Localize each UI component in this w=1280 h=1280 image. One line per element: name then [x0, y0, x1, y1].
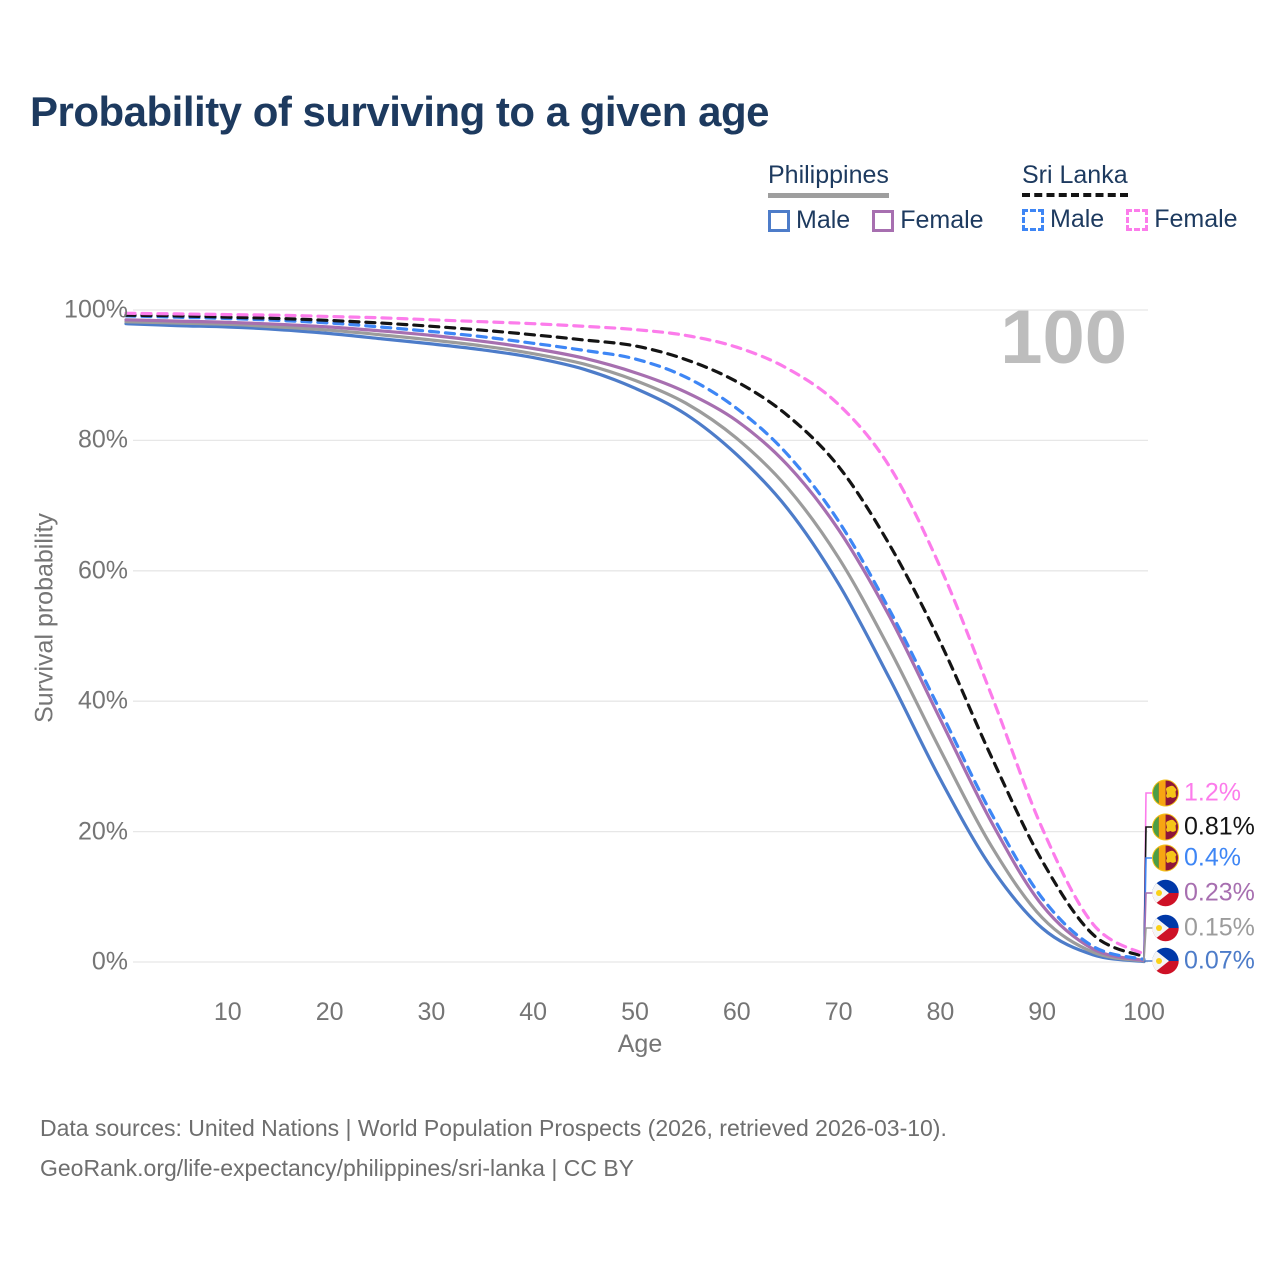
curve-sri-lanka-male — [124, 314, 1146, 961]
legend-item-philippines-male[interactable]: Male — [768, 206, 850, 235]
philippines-flag-icon — [1152, 947, 1179, 975]
legend-item-label: Male — [1050, 205, 1105, 233]
legend-item-philippines-female[interactable]: Female — [872, 206, 984, 235]
curve-sri-lanka-female — [124, 311, 1146, 956]
legend-item-sri-lanka-female[interactable]: Female — [1126, 205, 1238, 234]
legend-item-sri-lanka-male[interactable]: Male — [1022, 205, 1104, 234]
end-label-sri-lanka-combined: 0.81% — [1152, 813, 1255, 842]
footer-attribution: GeoRank.org/life-expectancy/philippines/… — [40, 1155, 635, 1181]
legend-group-philippines: Philippines Male Female — [768, 161, 984, 235]
end-label-philippines-combined: 0.15% — [1152, 914, 1255, 943]
curve-philippines-male — [124, 322, 1146, 964]
x-tick-label: 60 — [722, 998, 751, 1026]
end-label-sri-lanka-male: 0.4% — [1152, 844, 1241, 873]
end-connector-philippines-male — [1143, 960, 1154, 963]
y-tick-label: 60% — [77, 556, 128, 585]
end-label-value: 0.07% — [1184, 946, 1255, 975]
y-tick-label: 40% — [77, 686, 128, 715]
y-tick-label: 0% — [91, 947, 128, 976]
x-tick-label: 90 — [1028, 998, 1057, 1026]
age-counter-watermark: 100 — [1000, 295, 1127, 380]
y-axis-label: Survival probability — [30, 513, 59, 723]
footer-data-sources: Data sources: United Nations | World Pop… — [40, 1115, 947, 1141]
y-tick-label: 80% — [77, 425, 128, 454]
legend-swatch — [1022, 208, 1044, 231]
y-tick-label: 20% — [77, 817, 128, 846]
x-tick-label: 100 — [1123, 998, 1165, 1026]
legend-swatch — [768, 209, 790, 232]
philippines-flag-icon — [1152, 914, 1179, 942]
x-tick-label: 80 — [926, 998, 955, 1026]
x-tick-label: 20 — [315, 998, 344, 1026]
x-tick-label: 30 — [417, 998, 446, 1026]
curve-philippines-female — [124, 318, 1146, 963]
y-tick-label: 100% — [64, 295, 128, 324]
footer: Data sources: United Nations | World Pop… — [40, 1108, 947, 1188]
page-title: Probability of surviving to a given age — [30, 88, 769, 135]
end-label-value: 0.15% — [1184, 913, 1255, 942]
sri-lanka-flag-icon — [1152, 813, 1179, 841]
x-tick-label: 10 — [213, 998, 242, 1026]
curve-philippines-combined — [124, 320, 1146, 963]
legend-item-label: Female — [1154, 205, 1238, 233]
legend-group-sri-lanka: Sri Lanka Male Female — [1022, 161, 1238, 234]
philippines-flag-icon — [1152, 879, 1179, 907]
curve-sri-lanka-combined — [124, 313, 1146, 959]
legend-group-title: Philippines — [768, 161, 889, 198]
end-label-value: 1.2% — [1184, 778, 1241, 807]
legend-swatch — [872, 209, 895, 232]
end-label-philippines-female: 0.23% — [1152, 879, 1255, 908]
sri-lanka-flag-icon — [1152, 844, 1179, 872]
end-label-value: 0.4% — [1184, 843, 1241, 872]
end-connector-philippines-combined — [1143, 927, 1154, 962]
x-tick-label: 70 — [824, 998, 853, 1026]
x-tick-label: 50 — [621, 998, 649, 1026]
legend-group-title: Sri Lanka — [1022, 161, 1128, 197]
end-label-philippines-male: 0.07% — [1152, 947, 1255, 976]
end-label-value: 0.81% — [1184, 812, 1255, 841]
legend-item-label: Male — [796, 206, 851, 234]
legend-item-label: Female — [900, 206, 984, 234]
end-label-sri-lanka-female: 1.2% — [1152, 779, 1241, 808]
x-tick-label: 40 — [519, 998, 548, 1026]
legend-swatch — [1126, 208, 1149, 231]
end-label-value: 0.23% — [1184, 878, 1255, 907]
sri-lanka-flag-icon — [1152, 779, 1179, 807]
x-axis-label: Age — [617, 1030, 663, 1058]
